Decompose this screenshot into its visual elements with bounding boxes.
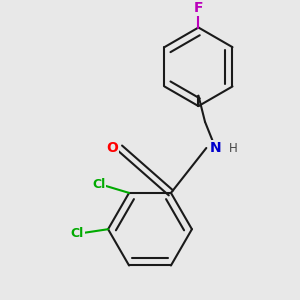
Text: Cl: Cl [70,227,84,240]
Text: F: F [194,1,203,15]
Text: O: O [106,141,118,155]
Text: Cl: Cl [92,178,106,191]
Text: H: H [229,142,237,154]
Text: N: N [210,141,221,155]
